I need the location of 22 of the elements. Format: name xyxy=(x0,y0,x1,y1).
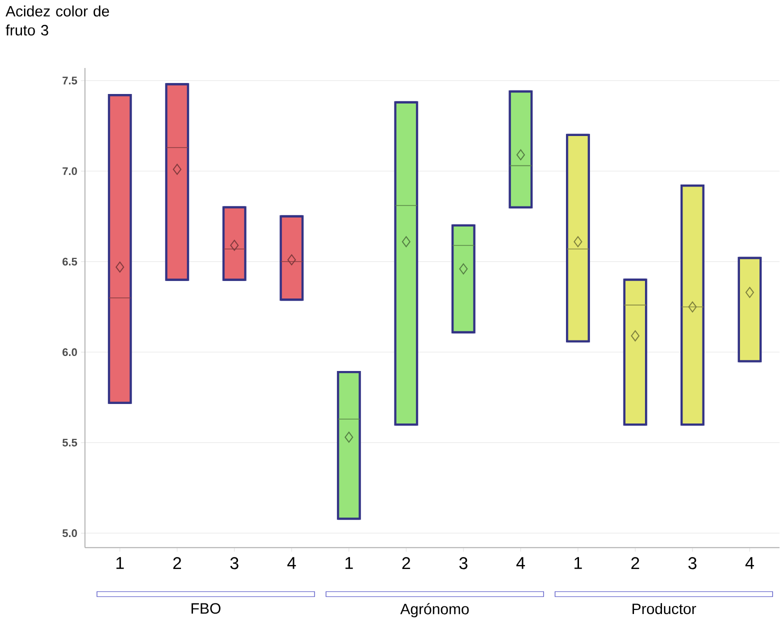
y-tick-label: 7.0 xyxy=(62,167,77,176)
y-tick-label: 5.5 xyxy=(62,439,78,447)
x-tick-label: 1 xyxy=(116,557,124,570)
x-tick-label: 3 xyxy=(459,557,468,570)
x-tick-label: 2 xyxy=(402,557,410,570)
x-tick-label: 3 xyxy=(230,557,238,570)
x-tick-label: 4 xyxy=(745,557,754,570)
x-tick-label: 3 xyxy=(688,557,696,570)
x-tick-label: 2 xyxy=(631,557,640,570)
y-tick-label: 5.0 xyxy=(62,529,77,538)
x-tick-label: 1 xyxy=(345,557,353,570)
text: Agrónomo xyxy=(400,603,469,618)
x-tick-label: 1 xyxy=(574,557,582,570)
x-tick-label: 2 xyxy=(173,557,182,570)
y-tick-label: 7.5 xyxy=(62,77,78,85)
x-tick-label: 4 xyxy=(287,557,296,570)
y-axis-title: Acidez color de fruto 3 xyxy=(6,6,109,36)
text: Productor xyxy=(632,603,696,614)
y-tick-label: 6.0 xyxy=(62,348,77,356)
x-tick-label: 4 xyxy=(516,557,525,570)
text: FBO xyxy=(192,603,220,614)
y-tick-label: 6.5 xyxy=(62,258,78,266)
